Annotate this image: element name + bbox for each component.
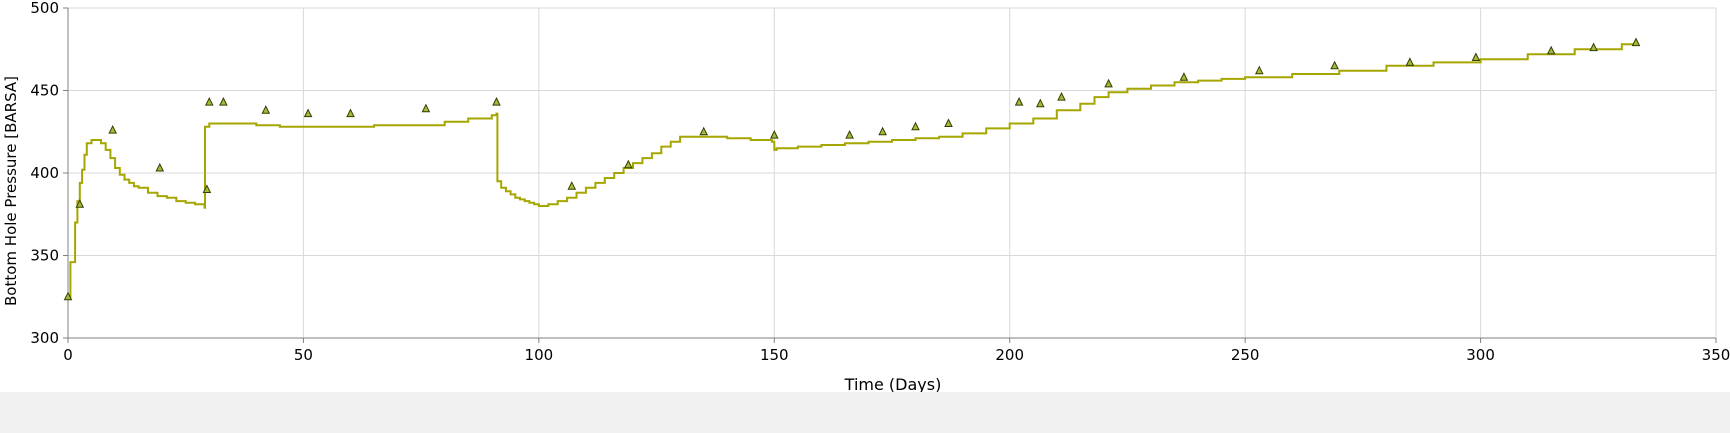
observed-pressure-point: [1330, 60, 1339, 70]
x-tick-label: 50: [294, 346, 313, 364]
observed-pressure-point: [421, 103, 431, 113]
x-tick-label: 100: [525, 346, 554, 364]
observed-pressure-point: [492, 96, 501, 106]
x-tick-label: 150: [760, 346, 789, 364]
x-tick-label: 250: [1231, 346, 1260, 364]
series: [63, 37, 1641, 301]
observed-pressure-point: [1631, 37, 1641, 47]
observed-pressure-point: [1254, 65, 1264, 75]
observed-pressure-point: [303, 108, 313, 118]
observed-pressure-point: [1057, 91, 1066, 101]
y-tick-label: 300: [30, 329, 59, 347]
observed-pressure-point: [1179, 72, 1189, 81]
y-axis-title: Bottom Hole Pressure [BARSA]: [2, 76, 20, 306]
observed-pressure-point: [623, 159, 633, 169]
y-tick-label: 500: [30, 0, 59, 17]
observed-pressure-point: [1104, 78, 1113, 88]
observed-pressure-point: [699, 126, 709, 136]
observed-pressure-point: [155, 162, 165, 172]
x-tick-label: 0: [63, 346, 73, 364]
status-area: [0, 392, 1730, 433]
simulated-pressure-line: [68, 42, 1637, 298]
bhp-chart: 0 50 100 150 200 250 300 350 300 350 400 450 500 Tim…: [2, 0, 1730, 394]
observed-pressure-point: [75, 199, 85, 208]
observed-pressure-point: [202, 184, 212, 193]
observed-pressure-point: [1405, 57, 1415, 66]
observed-pressure-point: [219, 96, 228, 106]
x-tick-label: 200: [995, 346, 1024, 364]
observed-pressure-point: [1471, 52, 1481, 61]
y-tick-label: 400: [30, 164, 59, 182]
observed-pressure-point: [1546, 45, 1556, 55]
observed-pressure-point: [63, 291, 73, 301]
x-axis-title: Time (Days): [844, 375, 942, 392]
tick-labels: 0 50 100 150 200 250 300 350 300 350 400 450 500: [30, 0, 1730, 364]
x-tick-label: 350: [1702, 346, 1730, 364]
x-tick-label: 300: [1466, 346, 1495, 364]
observed-pressure-point: [1589, 42, 1598, 52]
y-tick-label: 450: [30, 82, 59, 100]
observed-pressure-point: [769, 129, 779, 139]
observed-pressure-point: [911, 121, 920, 131]
y-tick-label: 350: [30, 247, 59, 265]
observed-pressure-point: [108, 124, 118, 134]
axes: [63, 7, 1717, 343]
observed-pressure-point: [346, 108, 355, 118]
observed-pressure-point: [567, 181, 577, 190]
observed-pressure-point: [845, 129, 854, 139]
observed-pressure-point: [204, 96, 214, 106]
chart-panel: 0 50 100 150 200 250 300 350 300 350 400 450 500 Tim…: [0, 0, 1730, 394]
observed-pressure-point: [878, 126, 887, 136]
observed-pressure-point: [944, 118, 953, 127]
grid: [68, 7, 1717, 338]
observed-pressure-point: [261, 105, 271, 114]
observed-pressure-point: [1014, 96, 1024, 106]
observed-pressure-point: [1035, 98, 1045, 108]
